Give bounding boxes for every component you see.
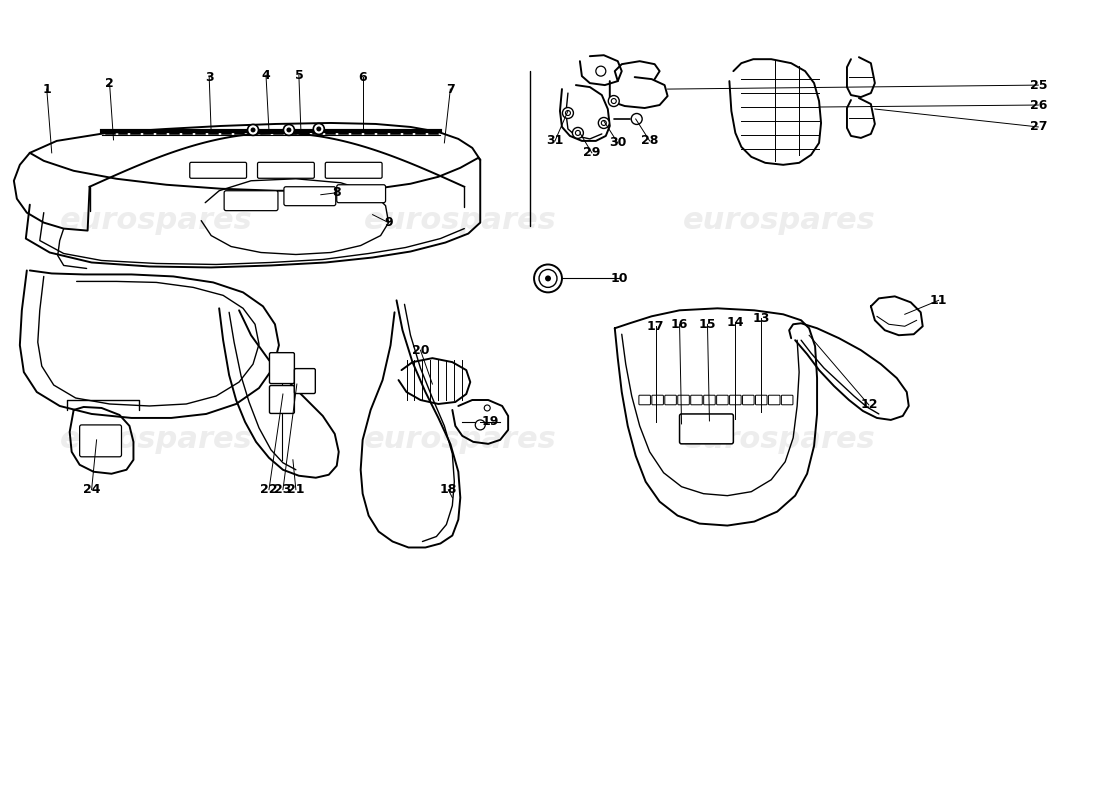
Text: 6: 6 xyxy=(359,70,367,84)
FancyBboxPatch shape xyxy=(257,162,315,178)
Text: 8: 8 xyxy=(332,186,341,199)
Circle shape xyxy=(535,265,562,292)
FancyBboxPatch shape xyxy=(295,369,316,394)
Text: 21: 21 xyxy=(287,483,305,496)
Text: eurospares: eurospares xyxy=(683,206,876,235)
Text: eurospares: eurospares xyxy=(364,426,557,454)
Text: 7: 7 xyxy=(446,82,454,95)
Text: 1: 1 xyxy=(43,82,51,95)
Circle shape xyxy=(248,125,258,135)
Circle shape xyxy=(596,66,606,76)
Text: 19: 19 xyxy=(482,415,499,429)
Text: 28: 28 xyxy=(641,134,658,147)
Text: 27: 27 xyxy=(1030,121,1047,134)
Text: 12: 12 xyxy=(860,398,878,411)
Circle shape xyxy=(608,95,619,106)
FancyBboxPatch shape xyxy=(224,190,278,210)
FancyBboxPatch shape xyxy=(664,395,676,405)
Circle shape xyxy=(612,98,616,103)
Text: 18: 18 xyxy=(440,483,456,496)
FancyBboxPatch shape xyxy=(704,395,715,405)
Text: 16: 16 xyxy=(671,318,689,330)
Circle shape xyxy=(317,126,321,131)
Text: eurospares: eurospares xyxy=(60,426,253,454)
FancyBboxPatch shape xyxy=(781,395,793,405)
FancyBboxPatch shape xyxy=(270,386,295,414)
FancyBboxPatch shape xyxy=(326,162,382,178)
Text: 31: 31 xyxy=(547,134,563,147)
FancyBboxPatch shape xyxy=(270,353,295,383)
Text: 26: 26 xyxy=(1030,98,1047,111)
FancyBboxPatch shape xyxy=(79,425,121,457)
FancyBboxPatch shape xyxy=(769,395,780,405)
Circle shape xyxy=(575,130,581,135)
Text: 24: 24 xyxy=(82,483,100,496)
FancyBboxPatch shape xyxy=(284,186,336,206)
Text: 3: 3 xyxy=(205,70,213,84)
FancyBboxPatch shape xyxy=(742,395,755,405)
FancyBboxPatch shape xyxy=(678,395,690,405)
Circle shape xyxy=(284,125,295,135)
Circle shape xyxy=(286,127,292,133)
Text: 22: 22 xyxy=(261,483,277,496)
Text: eurospares: eurospares xyxy=(683,426,876,454)
Circle shape xyxy=(602,121,606,126)
Text: 4: 4 xyxy=(262,69,271,82)
FancyBboxPatch shape xyxy=(729,395,741,405)
Text: 25: 25 xyxy=(1030,78,1047,91)
Text: 2: 2 xyxy=(106,77,114,90)
Circle shape xyxy=(562,107,573,118)
Text: 13: 13 xyxy=(752,312,770,325)
Text: 20: 20 xyxy=(411,344,429,357)
Text: 11: 11 xyxy=(930,294,947,307)
FancyBboxPatch shape xyxy=(716,395,728,405)
Text: 5: 5 xyxy=(295,69,304,82)
Circle shape xyxy=(314,123,324,134)
Text: 10: 10 xyxy=(610,272,628,285)
Text: 29: 29 xyxy=(583,146,601,159)
Circle shape xyxy=(484,405,491,411)
FancyBboxPatch shape xyxy=(190,162,246,178)
FancyBboxPatch shape xyxy=(337,185,386,202)
Circle shape xyxy=(251,127,255,133)
FancyBboxPatch shape xyxy=(680,414,734,444)
FancyBboxPatch shape xyxy=(756,395,767,405)
Circle shape xyxy=(598,118,609,129)
Circle shape xyxy=(544,275,551,282)
Text: eurospares: eurospares xyxy=(364,206,557,235)
Text: 15: 15 xyxy=(698,318,716,330)
Text: 14: 14 xyxy=(727,316,744,329)
Text: 17: 17 xyxy=(647,320,664,333)
Circle shape xyxy=(631,114,642,125)
Circle shape xyxy=(565,110,571,115)
Text: 23: 23 xyxy=(274,483,292,496)
Text: eurospares: eurospares xyxy=(60,206,253,235)
Circle shape xyxy=(475,420,485,430)
Circle shape xyxy=(539,270,557,287)
FancyBboxPatch shape xyxy=(639,395,650,405)
Text: 30: 30 xyxy=(609,136,627,150)
FancyBboxPatch shape xyxy=(691,395,702,405)
FancyBboxPatch shape xyxy=(652,395,663,405)
Circle shape xyxy=(572,127,583,138)
Text: 9: 9 xyxy=(384,216,393,229)
